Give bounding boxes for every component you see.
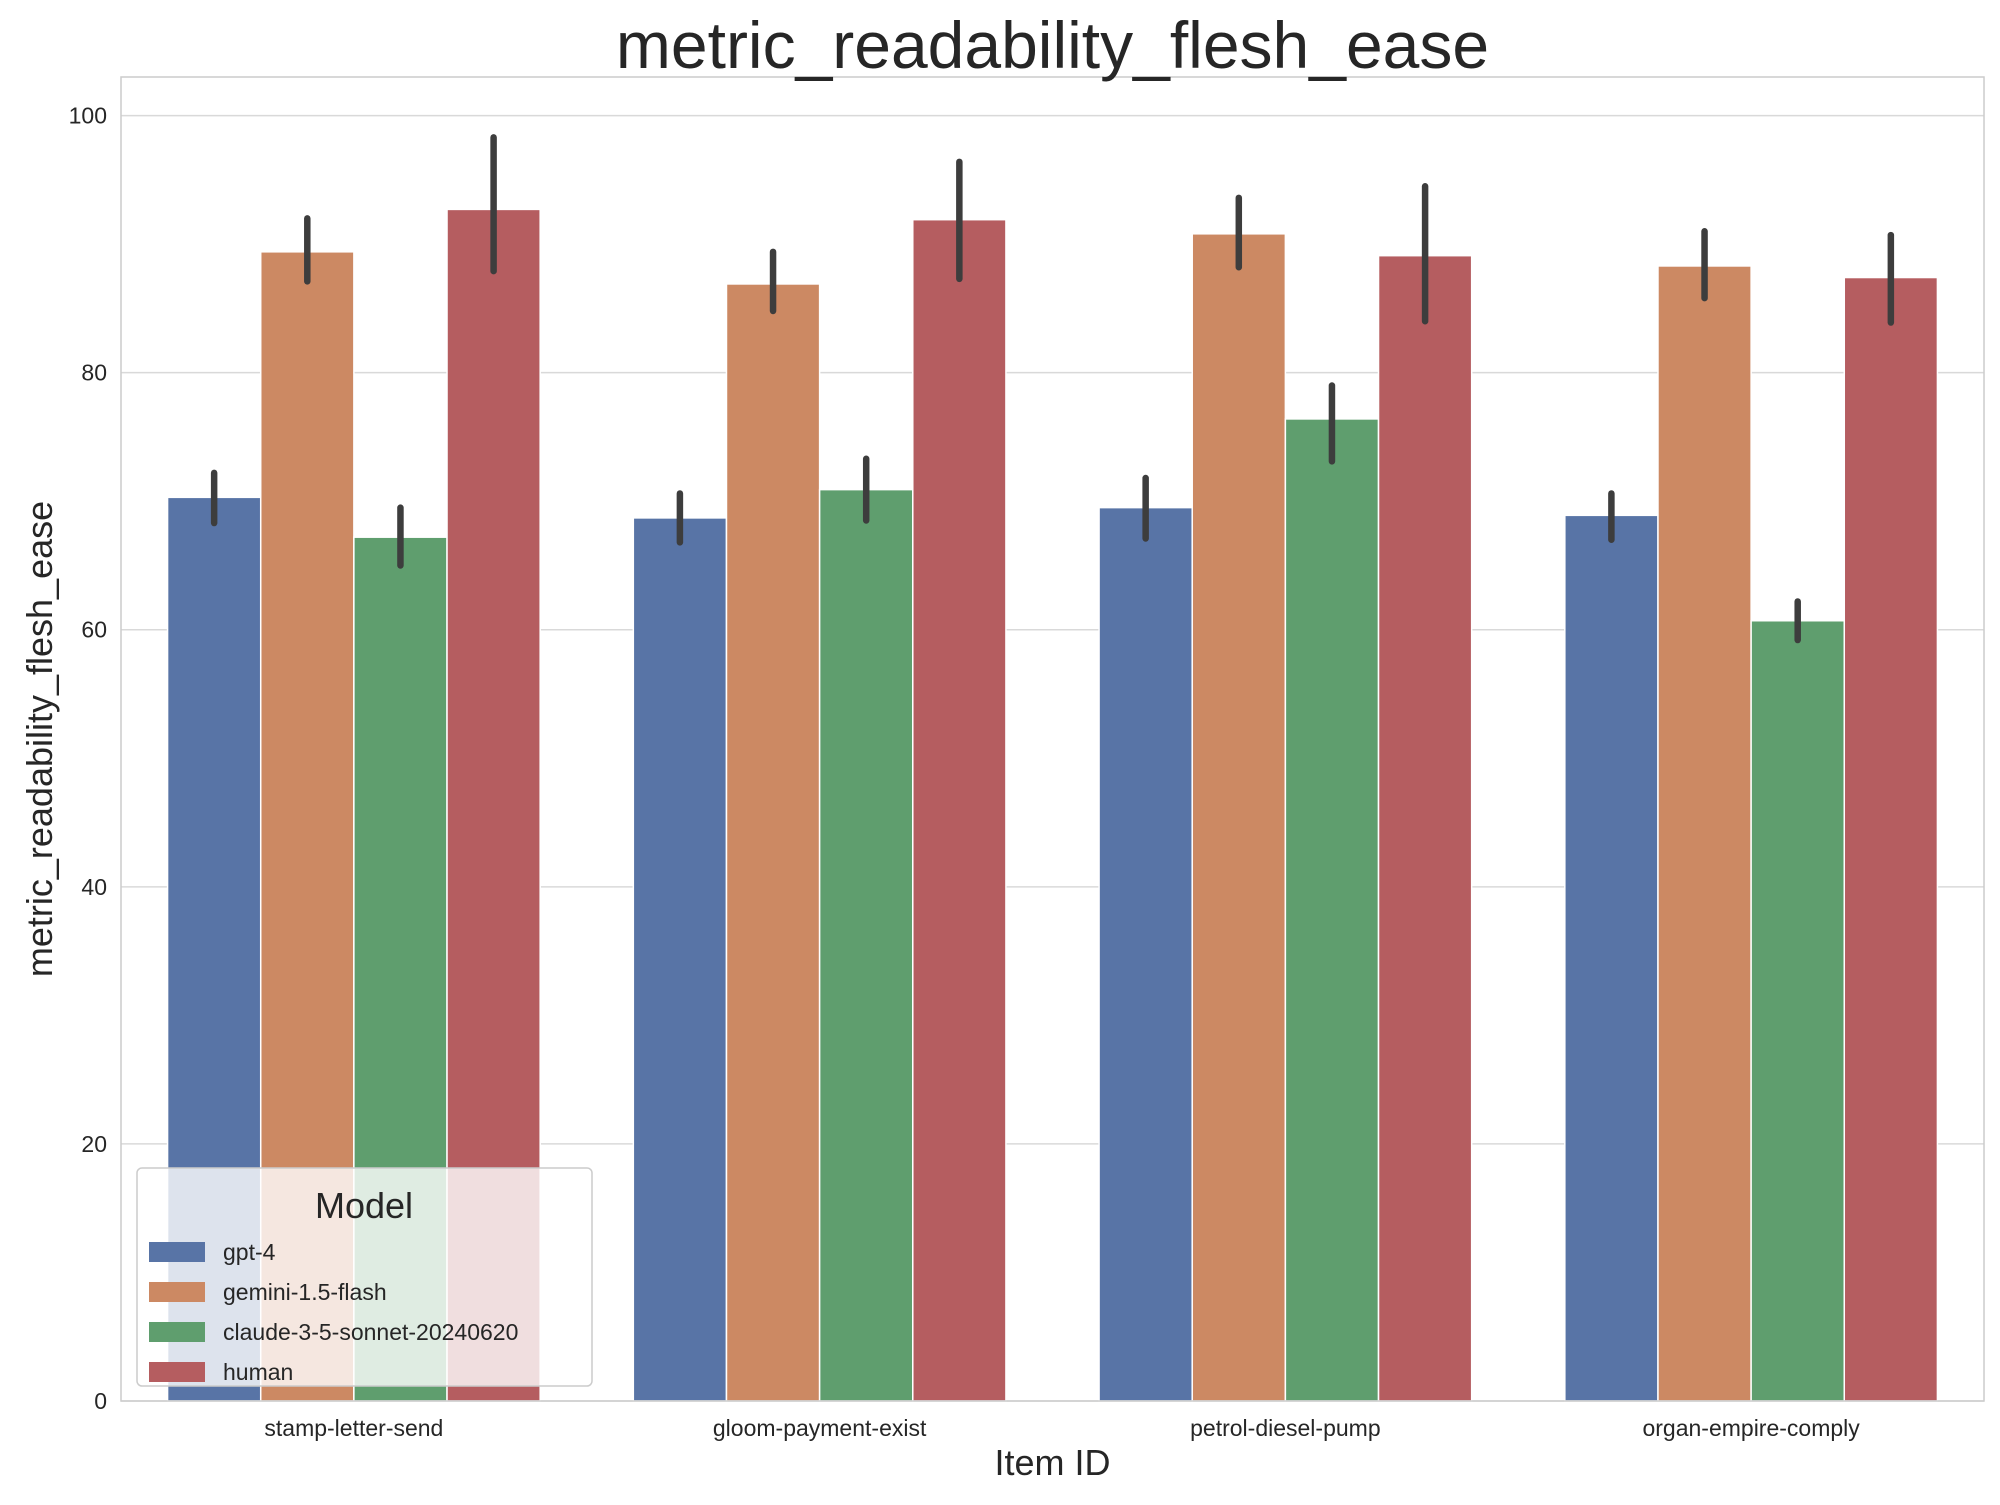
chart-title: metric_readability_flesh_ease bbox=[616, 8, 1489, 82]
legend-swatch-gemini-1.5-flash bbox=[149, 1282, 205, 1302]
bar-claude-3-5-sonnet-20240620-gloom-payment-exist bbox=[818, 488, 914, 1402]
x-tick-labels: stamp-letter-send gloom-payment-exist petr… bbox=[264, 1415, 1860, 1441]
plot-frame bbox=[120, 76, 1985, 1402]
legend-box bbox=[136, 1167, 593, 1387]
legend-swatch-human bbox=[149, 1362, 205, 1382]
y-tick-label: 40 bbox=[81, 874, 107, 900]
y-tick-labels: 0 20 40 60 80 100 bbox=[69, 103, 107, 1414]
legend-title: Model bbox=[315, 1185, 413, 1226]
y-axis-title: metric_readability_flesh_ease bbox=[19, 501, 60, 977]
bar-human-organ-empire-comply bbox=[1843, 276, 1939, 1402]
error-bars bbox=[210, 134, 1895, 644]
x-axis-title: Item ID bbox=[994, 1442, 1110, 1483]
bar-gpt-4-organ-empire-comply bbox=[1564, 514, 1659, 1402]
legend-swatch-gpt-4 bbox=[149, 1242, 205, 1262]
x-tick-label: gloom-payment-exist bbox=[713, 1415, 927, 1441]
legend-label-gpt-4: gpt-4 bbox=[223, 1239, 276, 1265]
bar-claude-3-5-sonnet-20240620-organ-empire-comply bbox=[1750, 619, 1846, 1402]
y-tick-label: 60 bbox=[81, 617, 107, 643]
legend-label-claude-3-5-sonnet-20240620: claude-3-5-sonnet-20240620 bbox=[223, 1319, 518, 1345]
legend-swatch-claude-3-5-sonnet-20240620 bbox=[149, 1322, 205, 1342]
y-tick-label: 0 bbox=[94, 1388, 107, 1414]
bar-human-gloom-payment-exist bbox=[912, 218, 1007, 1402]
bar-human-petrol-diesel-pump bbox=[1377, 254, 1473, 1402]
y-tick-label: 100 bbox=[69, 103, 107, 129]
bar-gpt-4-petrol-diesel-pump bbox=[1098, 506, 1193, 1402]
bar-gemini-1.5-flash-organ-empire-comply bbox=[1657, 265, 1752, 1402]
y-tick-label: 80 bbox=[81, 360, 107, 386]
legend-label-human: human bbox=[223, 1359, 293, 1385]
y-tick-label: 20 bbox=[81, 1131, 107, 1157]
x-tick-label: stamp-letter-send bbox=[264, 1415, 443, 1441]
legend-items: gpt-4 gemini-1.5-flash claude-3-5-sonnet-2… bbox=[149, 1239, 518, 1385]
legend-label-gemini-1.5-flash: gemini-1.5-flash bbox=[223, 1279, 387, 1305]
x-tick-label: petrol-diesel-pump bbox=[1190, 1415, 1380, 1441]
bar-gpt-4-gloom-payment-exist bbox=[632, 517, 728, 1402]
legend: Model gpt-4 gemini-1.5-flash claude-3-5-so… bbox=[136, 1167, 593, 1387]
bar-claude-3-5-sonnet-20240620-petrol-diesel-pump bbox=[1284, 418, 1380, 1402]
bar-gemini-1.5-flash-petrol-diesel-pump bbox=[1191, 233, 1287, 1402]
bar-gemini-1.5-flash-gloom-payment-exist bbox=[725, 283, 821, 1402]
x-tick-label: organ-empire-comply bbox=[1642, 1415, 1860, 1441]
